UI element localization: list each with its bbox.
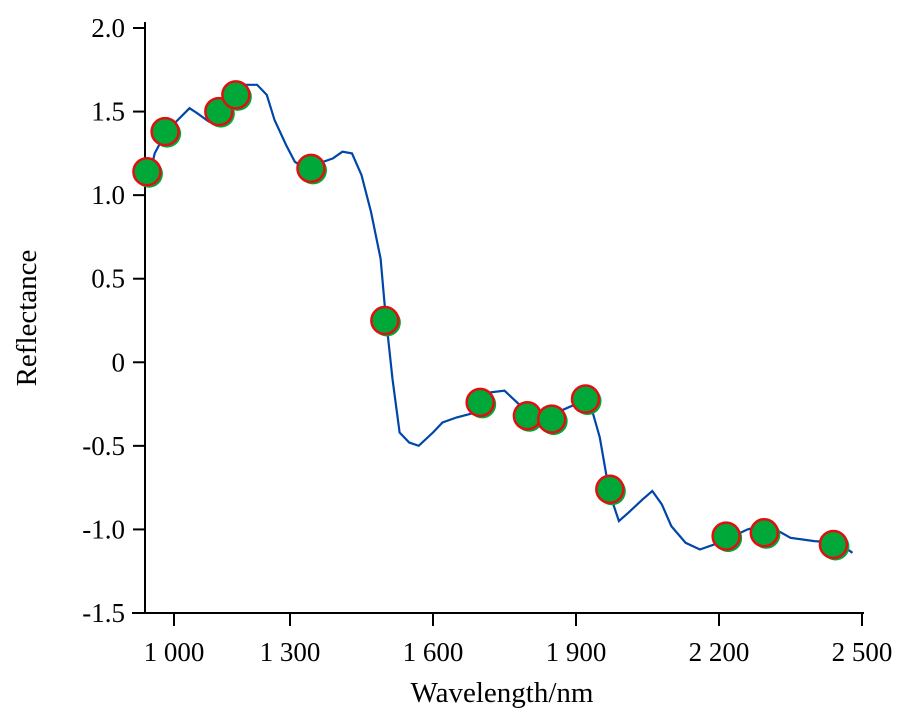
axes: [132, 22, 864, 614]
selected-wavelength-marker: [370, 305, 400, 336]
x-tick-label: 1 000: [144, 637, 205, 667]
selected-wavelength-marker: [132, 156, 162, 187]
selected-wavelength-marker: [465, 387, 495, 418]
x-tick-label: 1 600: [403, 637, 464, 667]
selected-wavelength-marker: [150, 116, 180, 147]
y-tick-label: -0.5: [82, 431, 125, 461]
x-axis-label: Wavelength/nm: [411, 677, 594, 709]
y-tick-label: 0: [112, 347, 126, 377]
selected-wavelength-marker: [595, 474, 625, 505]
x-tick-label: 2 500: [832, 637, 893, 667]
y-tick-label: -1.5: [82, 598, 125, 628]
x-tick-label: 2 200: [689, 637, 750, 667]
x-tick-label: 1 900: [546, 637, 607, 667]
markers: [132, 80, 850, 561]
y-tick-label: 2.0: [91, 13, 125, 43]
selected-wavelength-marker: [711, 521, 741, 551]
y-tick-label: 1.0: [91, 180, 125, 210]
selected-wavelength-marker: [749, 518, 780, 548]
y-tick-label: 1.5: [91, 97, 125, 127]
spectrum-line: [145, 83, 854, 554]
x-tick-label: 1 300: [260, 637, 321, 667]
selected-wavelength-marker: [296, 153, 326, 184]
ticks: 2.0 1.5 1.0 0.5 0 -0.5 -1.0 -1.5 1 000 1 300 1 600…: [82, 13, 892, 667]
selected-wavelength-marker: [536, 404, 567, 434]
y-tick-label: 0.5: [91, 264, 125, 294]
y-axis-label: Reflectance: [11, 250, 43, 387]
selected-wavelength-marker: [221, 80, 251, 110]
selected-wavelength-marker: [818, 529, 849, 560]
selected-wavelength-marker: [512, 401, 543, 431]
selected-wavelength-marker: [570, 384, 601, 414]
y-tick-label: -1.0: [82, 514, 125, 544]
